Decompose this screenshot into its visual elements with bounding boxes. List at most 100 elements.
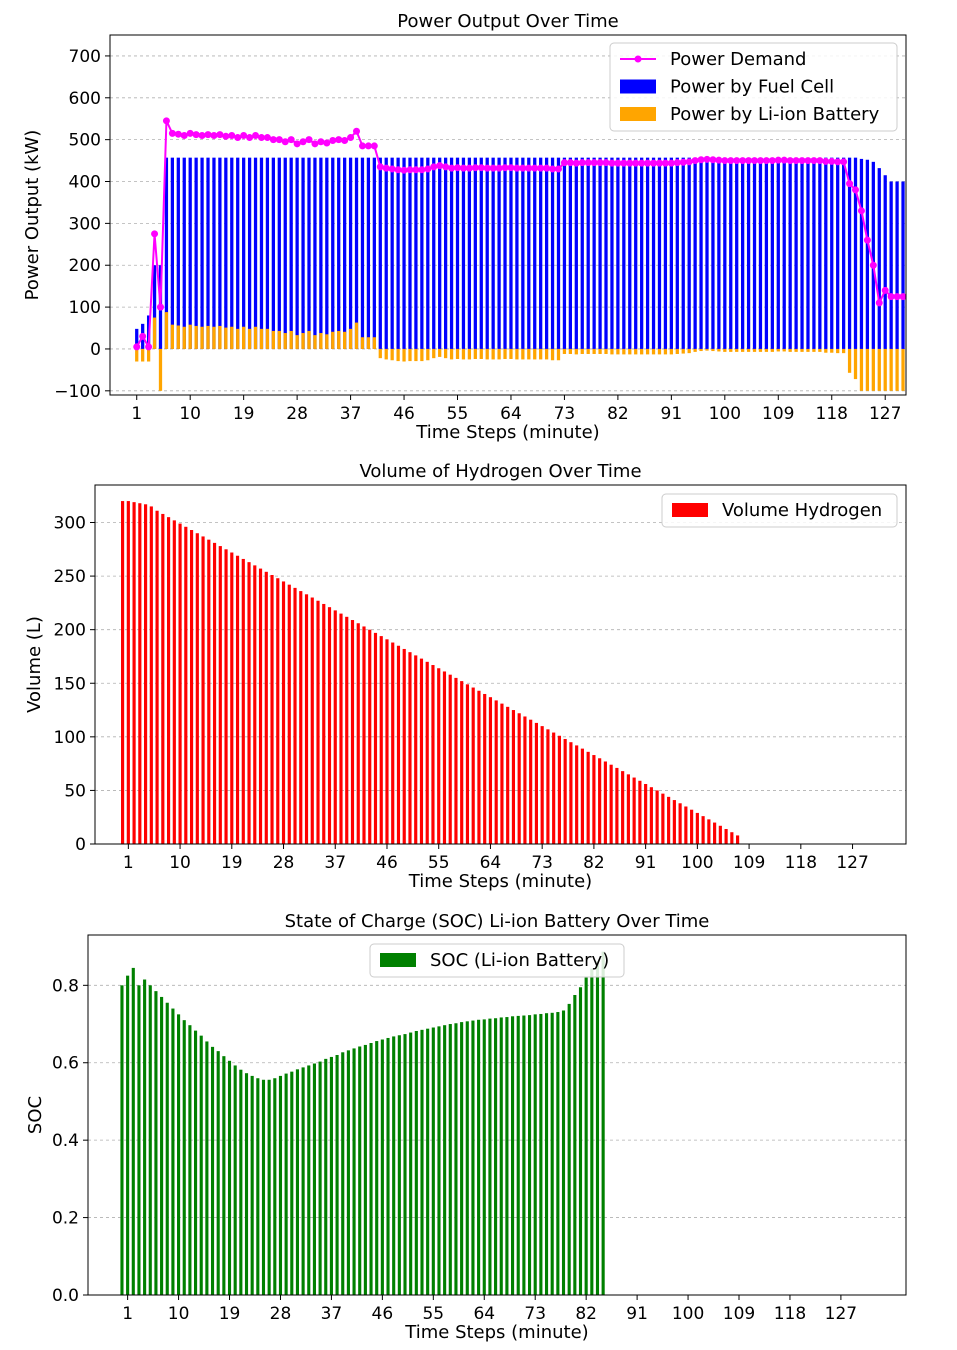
bar-volume-hydrogen <box>569 742 573 844</box>
power-demand-point <box>252 131 260 139</box>
bar-volume-hydrogen <box>121 501 125 844</box>
bar-power-by-fuel-cell <box>847 157 852 349</box>
bar-volume-hydrogen <box>695 812 699 844</box>
y-tick-label: 0.0 <box>52 1286 79 1306</box>
power-demand-point <box>863 236 871 244</box>
power-demand-point <box>572 159 580 167</box>
bar-volume-hydrogen <box>304 594 309 844</box>
bar-power-by-fuel-cell <box>242 157 246 349</box>
bar-volume-hydrogen <box>690 809 694 844</box>
bar-power-by-fuel-cell <box>836 157 840 349</box>
bar-power-by-li-ion-battery <box>604 348 608 354</box>
power-demand-point <box>269 136 277 144</box>
bar-volume-hydrogen <box>506 706 510 844</box>
chart-title: Volume of Hydrogen Over Time <box>359 461 641 482</box>
power-demand-point <box>364 142 372 150</box>
power-demand-point <box>846 180 854 188</box>
bar-volume-hydrogen <box>425 661 429 844</box>
bar-power-by-li-ion-battery <box>865 348 870 391</box>
bar-power-by-fuel-cell <box>651 157 656 349</box>
bar-power-by-fuel-cell <box>426 157 430 349</box>
bar-power-by-fuel-cell <box>776 157 780 349</box>
bar-soc-li-ion-battery- <box>131 967 135 1295</box>
bar-power-by-li-ion-battery <box>259 328 264 349</box>
x-tick-label: 73 <box>524 1304 546 1324</box>
bar-volume-hydrogen <box>575 745 579 844</box>
bar-soc-li-ion-battery- <box>601 951 605 1295</box>
legend-swatch <box>672 503 708 517</box>
power-demand-point <box>822 157 830 165</box>
power-demand-point <box>608 159 616 167</box>
bar-volume-hydrogen <box>207 539 211 844</box>
bar-soc-li-ion-battery- <box>420 1029 424 1295</box>
bar-volume-hydrogen <box>322 603 326 844</box>
power-demand-point <box>810 157 818 165</box>
power-demand-point <box>145 343 153 351</box>
y-tick-label: 600 <box>69 89 101 109</box>
power-demand-point <box>857 207 865 215</box>
power-demand-point <box>721 157 729 165</box>
power-demand-point <box>293 140 301 148</box>
bar-power-by-fuel-cell <box>360 157 365 349</box>
power-demand-point <box>703 155 711 163</box>
bar-volume-hydrogen <box>373 632 378 844</box>
legend-swatch-marker <box>634 55 642 63</box>
bar-soc-li-ion-battery- <box>244 1073 249 1295</box>
bar-volume-hydrogen <box>684 806 688 844</box>
bar-power-by-li-ion-battery <box>741 348 745 352</box>
x-tick-label: 28 <box>273 853 295 873</box>
bar-volume-hydrogen <box>460 681 464 844</box>
bar-volume-hydrogen <box>557 735 561 844</box>
x-tick-label: 46 <box>393 404 415 424</box>
power-demand-point <box>454 164 462 172</box>
x-tick-label: 55 <box>422 1304 444 1324</box>
power-demand-point <box>673 159 681 167</box>
bar-power-by-fuel-cell <box>895 181 899 349</box>
power-demand-point <box>751 157 759 165</box>
power-demand-point <box>602 159 610 167</box>
bar-power-by-li-ion-battery <box>176 325 180 349</box>
power-demand-point <box>537 164 545 172</box>
bar-power-by-li-ion-battery <box>699 348 703 352</box>
x-tick-label: 10 <box>169 853 191 873</box>
bar-soc-li-ion-battery- <box>160 996 164 1295</box>
power-demand-point <box>317 138 325 146</box>
bar-volume-hydrogen <box>391 642 395 844</box>
bar-power-by-li-ion-battery <box>889 348 893 391</box>
power-demand-point <box>430 163 438 171</box>
bar-power-by-fuel-cell <box>752 157 757 349</box>
bar-soc-li-ion-battery- <box>550 1012 554 1295</box>
power-demand-point <box>679 158 687 166</box>
bar-power-by-li-ion-battery <box>289 330 293 349</box>
power-demand-point <box>893 293 901 301</box>
bar-soc-li-ion-battery- <box>324 1058 328 1295</box>
bar-power-by-fuel-cell <box>212 157 216 349</box>
bar-power-by-fuel-cell <box>354 157 359 349</box>
bar-power-by-li-ion-battery <box>307 330 311 349</box>
bar-power-by-li-ion-battery <box>806 348 810 352</box>
bar-soc-li-ion-battery- <box>307 1065 311 1295</box>
power-demand-point <box>644 159 652 167</box>
x-tick-label: 19 <box>219 1304 241 1324</box>
bar-power-by-fuel-cell <box>687 157 691 349</box>
bar-power-by-fuel-cell <box>265 157 270 349</box>
bar-power-by-li-ion-battery <box>372 337 376 349</box>
bar-power-by-fuel-cell <box>521 157 525 349</box>
power-demand-point <box>192 131 200 139</box>
power-demand-point <box>495 164 503 172</box>
x-tick-label: 82 <box>607 404 629 424</box>
bar-soc-li-ion-battery- <box>222 1056 226 1295</box>
y-tick-label: 0.6 <box>52 1054 79 1074</box>
bar-power-by-fuel-cell <box>723 157 727 349</box>
bar-volume-hydrogen <box>437 668 441 844</box>
y-axis-label: Volume (L) <box>24 616 45 713</box>
power-demand-point <box>543 164 551 172</box>
bar-volume-hydrogen <box>471 687 475 844</box>
bar-power-by-fuel-cell <box>176 157 180 349</box>
bar-power-by-li-ion-battery <box>402 348 406 362</box>
bar-power-by-li-ion-battery <box>877 348 881 391</box>
bar-volume-hydrogen <box>736 835 740 844</box>
bar-soc-li-ion-battery- <box>505 1017 509 1295</box>
bar-volume-hydrogen <box>138 503 142 844</box>
bar-power-by-fuel-cell <box>580 157 584 349</box>
